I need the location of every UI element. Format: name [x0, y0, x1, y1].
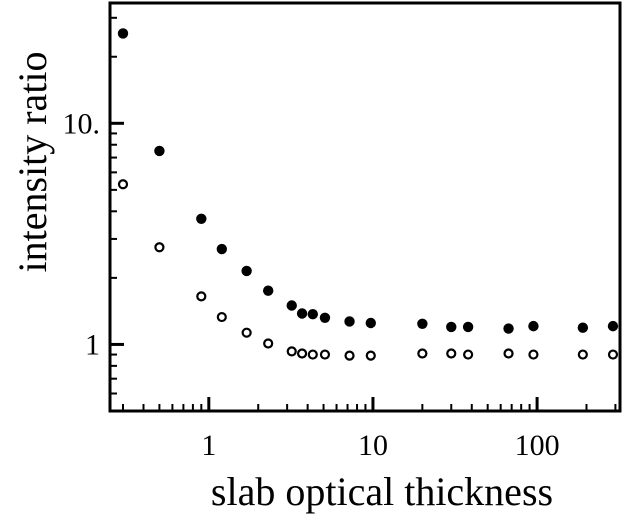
open-data-point — [154, 242, 165, 253]
filled-data-point — [503, 323, 514, 334]
open-data-point — [286, 346, 297, 357]
open-data-point — [241, 327, 252, 338]
y-tick-label: 1 — [85, 328, 100, 361]
filled-data-point — [462, 321, 474, 333]
data-points — [117, 28, 619, 361]
x-tick-label: 100 — [515, 429, 560, 462]
open-data-point — [319, 349, 331, 360]
open-data-point — [117, 179, 129, 190]
open-data-point — [503, 348, 514, 359]
open-data-point — [296, 348, 308, 359]
open-data-point — [307, 349, 318, 360]
filled-data-point — [286, 300, 297, 311]
x-tick-label: 10 — [358, 429, 388, 462]
open-data-point — [528, 349, 539, 360]
filled-data-point — [446, 321, 457, 333]
filled-data-point — [528, 320, 539, 332]
filled-data-point — [117, 28, 129, 39]
x-axis-ticks: 1 10 100 — [121, 397, 617, 462]
filled-data-point — [216, 243, 228, 255]
open-data-point — [263, 338, 274, 349]
filled-data-point — [577, 322, 589, 333]
x-tick-label: 1 — [201, 429, 216, 462]
x-axis-label: slab optical thickness — [211, 469, 553, 514]
filled-data-point — [365, 317, 376, 329]
filled-data-point — [154, 145, 165, 157]
filled-data-point — [196, 213, 207, 224]
y-tick-label: 10. — [63, 107, 101, 140]
open-data-point — [365, 350, 376, 361]
open-data-point — [577, 349, 588, 360]
filled-data-point — [417, 318, 428, 329]
filled-data-point — [262, 285, 274, 296]
plot-frame — [108, 1, 622, 413]
filled-data-point — [319, 312, 331, 323]
open-data-point — [463, 349, 474, 360]
open-data-point — [196, 291, 207, 302]
open-data-point — [344, 350, 355, 361]
filled-data-point — [296, 308, 308, 319]
open-data-point — [216, 311, 227, 323]
filled-data-point — [344, 316, 355, 327]
filled-data-point — [307, 309, 318, 320]
open-data-point — [446, 348, 457, 359]
open-data-point — [607, 349, 619, 360]
y-axis-label: intensity ratio — [10, 51, 55, 272]
y-axis-ticks: 1 10. — [63, 16, 124, 412]
open-data-point — [417, 348, 428, 359]
filled-data-point — [241, 265, 252, 277]
filled-data-point — [607, 320, 619, 332]
